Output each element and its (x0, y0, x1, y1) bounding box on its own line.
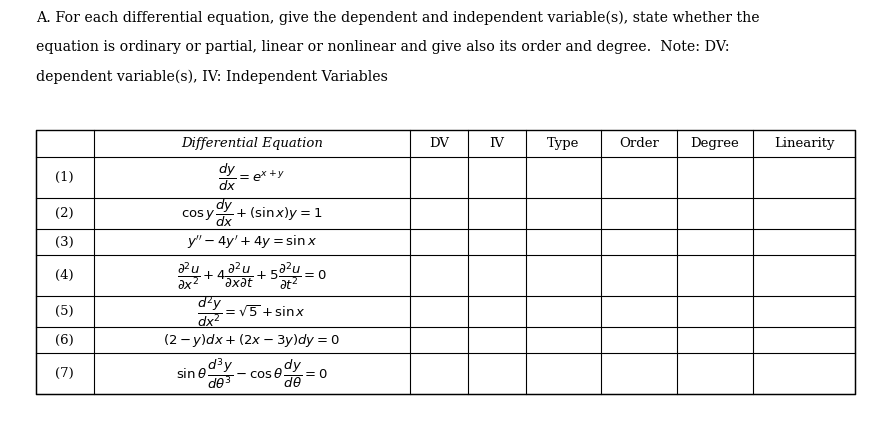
Text: DV: DV (429, 137, 449, 150)
Text: Order: Order (619, 137, 659, 150)
Text: A. For each differential equation, give the dependent and independent variable(s: A. For each differential equation, give … (36, 11, 759, 25)
Text: (1): (1) (55, 171, 74, 184)
Text: $y'' - 4y' + 4y = \sin x$: $y'' - 4y' + 4y = \sin x$ (187, 233, 316, 251)
Text: equation is ordinary or partial, linear or nonlinear and give also its order and: equation is ordinary or partial, linear … (36, 40, 729, 54)
Text: Type: Type (547, 137, 580, 150)
Text: $(2-y)dx + (2x-3y)dy = 0$: $(2-y)dx + (2x-3y)dy = 0$ (163, 332, 340, 349)
Text: Linearity: Linearity (774, 137, 834, 150)
Text: (2): (2) (55, 207, 74, 220)
Text: $\cos y\,\dfrac{dy}{dx} + (\sin x)y = 1$: $\cos y\,\dfrac{dy}{dx} + (\sin x)y = 1$ (181, 198, 323, 229)
Text: (6): (6) (55, 334, 74, 347)
Text: Differential Equation: Differential Equation (181, 137, 323, 150)
Text: (4): (4) (55, 269, 74, 282)
Text: $\dfrac{\partial^2 u}{\partial x^2} + 4\dfrac{\partial^2 u}{\partial x\partial t: $\dfrac{\partial^2 u}{\partial x^2} + 4\… (176, 260, 327, 291)
Text: Degree: Degree (691, 137, 740, 150)
Text: (5): (5) (55, 305, 74, 318)
Text: dependent variable(s), IV: Independent Variables: dependent variable(s), IV: Independent V… (36, 70, 388, 84)
Text: IV: IV (489, 137, 504, 150)
Text: (3): (3) (55, 236, 74, 249)
Bar (36, 130, 855, 394)
Text: $\dfrac{dy}{dx} = e^{x+y}$: $\dfrac{dy}{dx} = e^{x+y}$ (218, 162, 285, 193)
Text: (7): (7) (55, 367, 74, 381)
Text: $\dfrac{d^2y}{dx^2} = \sqrt{5} + \sin x$: $\dfrac{d^2y}{dx^2} = \sqrt{5} + \sin x$ (197, 294, 307, 329)
Text: $\sin\theta\,\dfrac{d^3y}{d\theta^3} - \cos\theta\,\dfrac{dy}{d\theta} = 0$: $\sin\theta\,\dfrac{d^3y}{d\theta^3} - \… (176, 356, 328, 391)
